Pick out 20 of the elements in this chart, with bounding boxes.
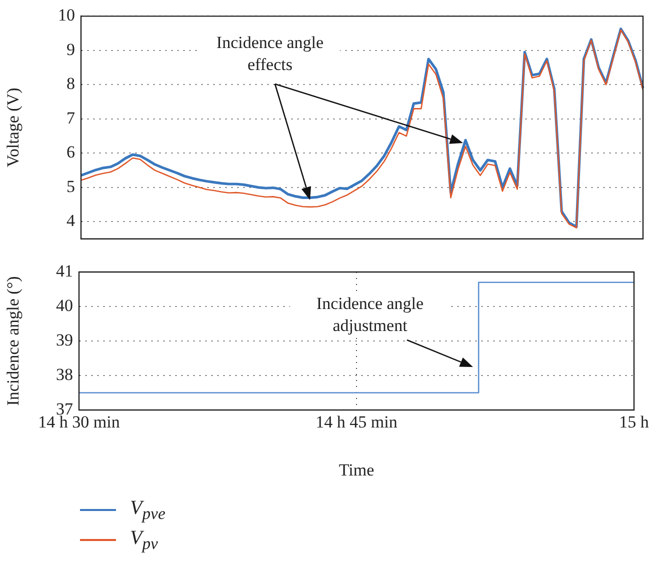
y-tick-label: 40 <box>56 296 73 315</box>
y-axis-title: Voltage (V) <box>4 88 23 168</box>
y-tick-label: 7 <box>66 108 76 128</box>
x-axis-title: Time <box>338 460 374 480</box>
x-tick-label: 14 h 45 min <box>316 412 398 432</box>
legend-label: V$_{pve}$ <box>130 496 166 524</box>
y-tick-label: 6 <box>66 142 75 162</box>
y-tick-label: 10 <box>58 6 75 25</box>
annotation: Incidence angle adjustment <box>290 293 450 337</box>
y-tick-label: 41 <box>56 261 73 280</box>
legend-label: V$_{pv}$ <box>130 526 158 554</box>
x-tick-label: 15 h <box>619 412 650 432</box>
y-tick-label: 4 <box>66 211 76 230</box>
y-tick-label: 39 <box>56 330 73 350</box>
y-tick-label: 9 <box>66 40 75 59</box>
y-tick-label: 5 <box>66 176 75 196</box>
y-axis-title: Incidence angle (°) <box>4 276 23 406</box>
y-tick-label: 38 <box>56 364 73 384</box>
y-tick-label: 8 <box>66 74 75 94</box>
annotation: Incidence angle effects <box>200 32 340 76</box>
